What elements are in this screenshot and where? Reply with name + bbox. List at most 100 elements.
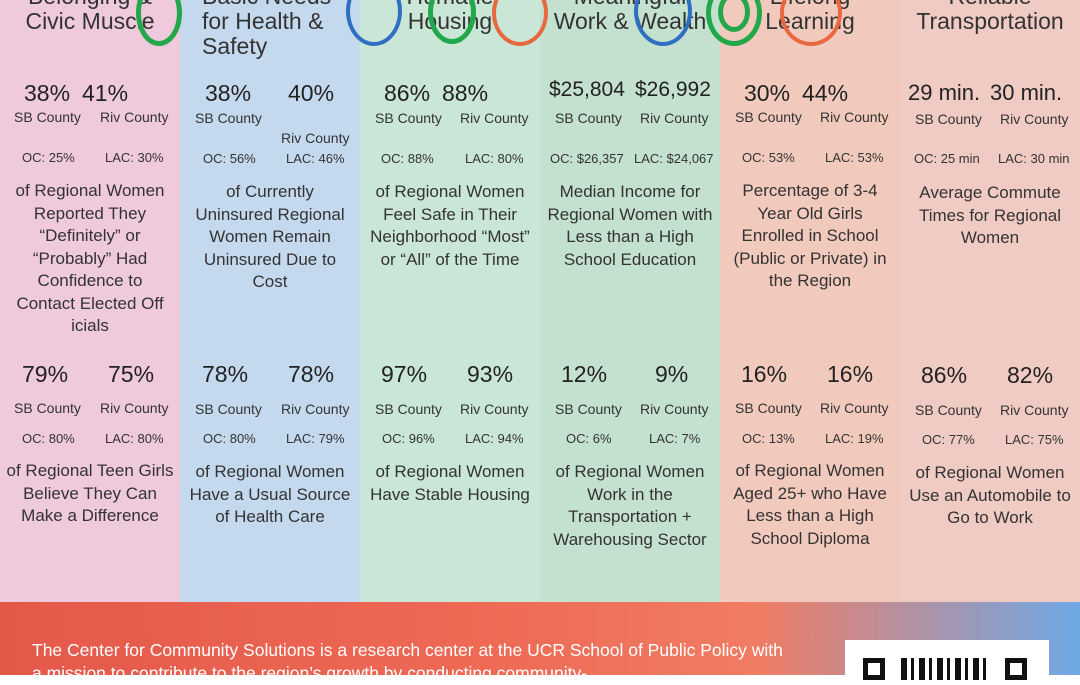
oc-bottom: OC: 80%: [203, 431, 256, 446]
riv-bottom-value: 9%: [655, 361, 689, 387]
sb-top-label: SB County: [195, 110, 262, 126]
column-title: ReliableTransportation: [916, 0, 1064, 34]
column-housing: HumaneHousing 86% 88% SB County Riv Coun…: [360, 0, 540, 602]
lac-top: LAC: 80%: [465, 151, 524, 166]
riv-top-label: Riv County: [460, 110, 529, 126]
lac-bottom: LAC: 75%: [1005, 432, 1064, 447]
sb-top-value: 29 min.: [908, 80, 981, 105]
top-description: of Regional Women Reported They “Definit…: [15, 181, 165, 335]
top-description: Percentage of 3-4 Year Old Girls Enrolle…: [733, 181, 887, 290]
oc-top: OC: $26,357: [550, 151, 624, 166]
lac-bottom: LAC: 94%: [465, 431, 524, 446]
oc-bottom: OC: 6%: [566, 431, 612, 446]
sb-top-value: 30%: [744, 80, 791, 106]
oc-bottom: OC: 80%: [22, 431, 75, 446]
sb-top-value: $25,804: [549, 78, 625, 101]
riv-top-value: 44%: [802, 80, 849, 106]
lac-bottom: LAC: 80%: [105, 431, 164, 446]
qr-finder-icon: [863, 658, 885, 680]
sb-top-value: 38%: [205, 80, 252, 106]
qr-pattern-icon: [901, 658, 991, 680]
ring-logo-icon: [346, 0, 402, 46]
sb-bottom-label: SB County: [375, 401, 442, 417]
sb-bottom-value: 97%: [381, 361, 428, 387]
ring-logo-icon: [718, 0, 750, 32]
bottom-description: of Regional Women Aged 25+ who Have Less…: [733, 461, 887, 548]
oc-top: OC: 25 min: [914, 151, 980, 166]
lac-top: LAC: 30%: [105, 150, 164, 165]
sb-top-label: SB County: [915, 111, 982, 127]
oc-top: OC: 88%: [381, 151, 434, 166]
sb-bottom-label: SB County: [555, 401, 622, 417]
bottom-description: of Regional Teen Girls Believe They Can …: [6, 461, 174, 525]
riv-bottom-label: Riv County: [820, 400, 889, 416]
ring-logo-icon: [634, 0, 692, 46]
sb-bottom-label: SB County: [195, 401, 262, 417]
riv-top-value: 30 min.: [990, 80, 1063, 105]
riv-top-value: 88%: [442, 80, 489, 106]
ring-logo-icon: [706, 0, 762, 46]
column-transportation: ReliableTransportation 29 min. 30 min. S…: [900, 0, 1080, 602]
sb-top-label: SB County: [375, 110, 442, 126]
riv-bottom-label: Riv County: [281, 401, 350, 417]
riv-bottom-value: 93%: [467, 361, 514, 387]
top-description: of Currently Uninsured Regional Women Re…: [195, 182, 345, 291]
sb-bottom-value: 79%: [22, 361, 69, 387]
riv-top-value: 41%: [82, 80, 129, 106]
oc-bottom: OC: 77%: [922, 432, 975, 447]
riv-bottom-value: 16%: [827, 361, 874, 387]
bottom-description: of Regional Women Work in the Transporta…: [553, 462, 707, 549]
riv-bottom-value: 78%: [288, 361, 335, 387]
sb-bottom-label: SB County: [915, 402, 982, 418]
ring-logo-icon: [780, 0, 842, 46]
riv-bottom-label: Riv County: [460, 401, 529, 417]
bottom-description: of Regional Women Have Stable Housing: [370, 462, 530, 504]
bottom-description: of Regional Women Use an Automobile to G…: [909, 463, 1071, 527]
sb-bottom-value: 78%: [202, 361, 249, 387]
sb-bottom-value: 16%: [741, 361, 788, 387]
sb-bottom-value: 86%: [921, 362, 968, 388]
top-description: Average Commute Times for Regional Women: [918, 183, 1062, 247]
sb-top-label: SB County: [735, 109, 802, 125]
riv-bottom-value: 75%: [108, 361, 155, 387]
riv-top-label: Riv County: [100, 109, 169, 125]
oc-bottom: OC: 13%: [742, 431, 795, 446]
sb-top-label: SB County: [555, 110, 622, 126]
riv-bottom-label: Riv County: [1000, 402, 1069, 418]
ring-logo-icon: [492, 0, 548, 46]
bottom-description: of Regional Women Have a Usual Source of…: [189, 462, 351, 526]
sb-top-value: 38%: [24, 80, 71, 106]
top-description: of Regional Women Feel Safe in Their Nei…: [370, 182, 530, 269]
oc-top: OC: 25%: [22, 150, 75, 165]
sb-bottom-label: SB County: [14, 400, 81, 416]
riv-top-label: Riv County: [640, 110, 709, 126]
column-title: MeaningfulWork & Wealth: [553, 0, 707, 34]
lac-top: LAC: $24,067: [634, 151, 714, 166]
lac-bottom: LAC: 7%: [649, 431, 701, 446]
riv-top-label: Riv County: [1000, 111, 1069, 127]
indicator-columns: Belonging &Civic Muscle 38% 41% SB Count…: [0, 0, 1080, 602]
sb-bottom-label: SB County: [735, 400, 802, 416]
oc-top: OC: 56%: [203, 151, 256, 166]
riv-top-label: Riv County: [281, 130, 350, 146]
lac-bottom: LAC: 79%: [286, 431, 345, 446]
riv-bottom-label: Riv County: [640, 401, 709, 417]
sb-top-label: SB County: [14, 109, 81, 125]
column-belonging: Belonging &Civic Muscle 38% 41% SB Count…: [0, 0, 180, 602]
ring-logo-icon: [136, 0, 182, 46]
riv-top-label: Riv County: [820, 109, 889, 125]
footer-banner: The Center for Community Solutions is a …: [0, 602, 1080, 683]
oc-top: OC: 53%: [742, 150, 795, 165]
lac-bottom: LAC: 19%: [825, 431, 884, 446]
footer-description: The Center for Community Solutions is a …: [32, 640, 783, 683]
column-learning: LifelongLearning 30% 44% SB County Riv C…: [720, 0, 900, 602]
column-work-wealth: MeaningfulWork & Wealth $25,804 $26,992 …: [540, 0, 720, 602]
riv-bottom-label: Riv County: [100, 400, 169, 416]
riv-top-value: 40%: [288, 80, 335, 106]
column-title: Basic Needsfor Health &Safety: [202, 0, 331, 59]
column-title: Belonging &Civic Muscle: [25, 0, 155, 34]
oc-bottom: OC: 96%: [382, 431, 435, 446]
qr-code[interactable]: [845, 640, 1049, 680]
riv-bottom-value: 82%: [1007, 362, 1054, 388]
top-description: Median Income for Regional Women with Le…: [547, 182, 713, 269]
